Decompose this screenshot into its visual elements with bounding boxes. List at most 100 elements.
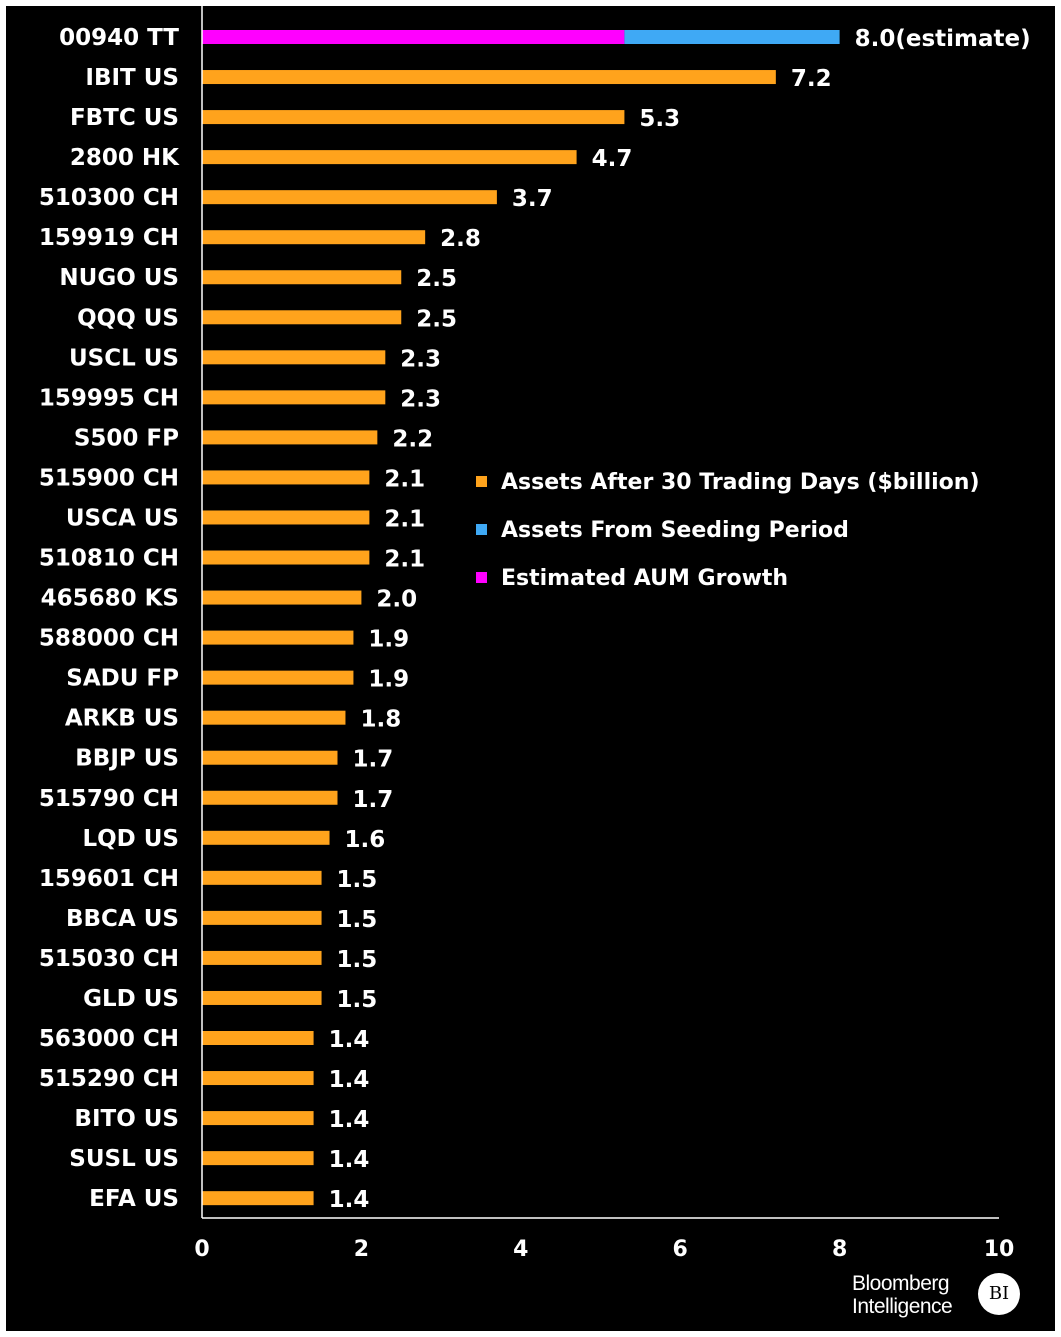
value-label: 2.1: [384, 506, 425, 532]
bar-segment: [202, 310, 402, 325]
brand-line-1: Bloomberg: [852, 1272, 950, 1295]
bar-segment: [202, 590, 362, 605]
value-label: 1.5: [337, 867, 378, 893]
legend-label: Assets After 30 Trading Days ($billion): [501, 470, 980, 495]
value-label: 1.9: [368, 627, 409, 653]
category-label: ARKB US: [65, 706, 179, 732]
value-label: 1.7: [352, 787, 393, 813]
category-label: NUGO US: [59, 265, 179, 291]
value-label: 2.2: [392, 426, 433, 452]
category-label: 510810 CH: [39, 546, 179, 572]
value-label: 2.1: [384, 466, 425, 492]
value-label: 1.4: [329, 1107, 370, 1133]
value-label: 2.5: [416, 306, 457, 332]
x-tick-label: 8: [832, 1237, 847, 1262]
bar-segment: [202, 510, 370, 525]
legend-swatch: [476, 572, 487, 583]
category-label: 588000 CH: [39, 626, 179, 652]
bar-segment: [202, 390, 386, 405]
category-label: USCA US: [66, 505, 179, 531]
bar-segment: [202, 750, 338, 765]
category-label: 465680 KS: [41, 586, 179, 612]
bar-segment: [202, 550, 370, 565]
bar-segment: [202, 190, 497, 205]
bar-segment: [202, 270, 402, 285]
bar-segment: [202, 70, 776, 85]
category-label: BITO US: [74, 1106, 179, 1132]
bar-segment: [202, 1071, 314, 1086]
value-label: 8.0(estimate): [855, 26, 1031, 52]
category-label: BBCA US: [66, 906, 179, 932]
value-label: 1.5: [337, 907, 378, 933]
bar-segment: [202, 950, 322, 965]
category-label: 510300 CH: [39, 185, 179, 211]
value-label: 1.8: [360, 707, 401, 733]
bar-segment: [202, 790, 338, 805]
category-label: S500 FP: [74, 425, 179, 451]
bar-segment: [202, 1031, 314, 1045]
x-tick-label: 4: [513, 1237, 528, 1262]
bar-segment: [202, 1151, 314, 1166]
value-label: 1.4: [329, 1027, 370, 1053]
category-label: 159995 CH: [39, 385, 179, 411]
value-label: 1.6: [345, 827, 386, 853]
value-label: 4.7: [592, 146, 633, 172]
value-label: 2.0: [376, 587, 417, 613]
brand-line-2: Intelligence: [852, 1295, 953, 1318]
value-label: 7.2: [791, 66, 832, 92]
category-label: 159919 CH: [39, 225, 179, 251]
value-label: 2.5: [416, 266, 457, 292]
bar-segment: [624, 30, 840, 44]
category-label: SADU FP: [66, 666, 179, 692]
bar-chart: 00940 TT IBIT US FBTC US 2800 HK 510300 CH 15…: [39, 6, 1031, 1262]
x-tick-label: 10: [984, 1237, 1015, 1262]
bar-segment: [202, 670, 354, 685]
legend-label: Assets From Seeding Period: [501, 518, 849, 543]
bar-segment: [202, 470, 370, 485]
bar-segment: [202, 910, 322, 925]
legend: Assets After 30 Trading Days ($billion) A…: [476, 470, 980, 591]
x-tick-label: 6: [673, 1237, 688, 1262]
bar-segment: [202, 1191, 314, 1206]
bar-segment: [202, 230, 426, 245]
category-label: 515900 CH: [39, 465, 179, 491]
bar-segment: [202, 990, 322, 1005]
category-label: LQD US: [82, 826, 179, 852]
value-label: 1.5: [337, 947, 378, 973]
value-label: 1.4: [329, 1187, 370, 1213]
value-label: 1.5: [337, 987, 378, 1013]
category-label: 515790 CH: [39, 786, 179, 812]
category-label: 563000 CH: [39, 1026, 179, 1052]
category-label: 515290 CH: [39, 1066, 179, 1092]
value-label: 3.7: [512, 186, 553, 212]
bar-segment: [202, 1111, 314, 1126]
bar-segment: [202, 870, 322, 885]
value-label: 1.9: [368, 667, 409, 693]
value-label: 5.3: [639, 106, 680, 132]
category-label: USCL US: [69, 345, 179, 371]
bar-segment: [202, 710, 346, 725]
value-label: 2.1: [384, 547, 425, 573]
bi-badge-icon: BI: [978, 1273, 1020, 1315]
value-labels: 8.0(estimate) 7.2 5.34.7 3.7 2.8 2.5 2.5 2.3 2.3…: [329, 26, 1031, 1213]
category-label: QQQ US: [77, 305, 179, 331]
axes: 0 2 4 6 8 10: [194, 6, 1014, 1262]
bar-segment: [202, 110, 625, 125]
bar-segment: [202, 830, 330, 845]
bar-segment: [202, 430, 378, 445]
legend-swatch: [476, 476, 487, 487]
category-label: FBTC US: [70, 105, 179, 131]
category-label: 515030 CH: [39, 946, 179, 972]
legend-label: Estimated AUM Growth: [501, 566, 788, 591]
bar-segment: [202, 150, 577, 165]
bar-segment: [202, 30, 625, 44]
chart-background: 00940 TT IBIT US FBTC US 2800 HK 510300 CH 15…: [6, 6, 1055, 1331]
value-label: 2.3: [400, 346, 441, 372]
value-label: 1.4: [329, 1067, 370, 1093]
category-label: BBJP US: [75, 746, 179, 772]
legend-swatch: [476, 524, 487, 535]
value-label: 2.3: [400, 386, 441, 412]
category-label: IBIT US: [85, 65, 179, 91]
value-label: 1.4: [329, 1147, 370, 1173]
category-label: 2800 HK: [70, 145, 180, 171]
